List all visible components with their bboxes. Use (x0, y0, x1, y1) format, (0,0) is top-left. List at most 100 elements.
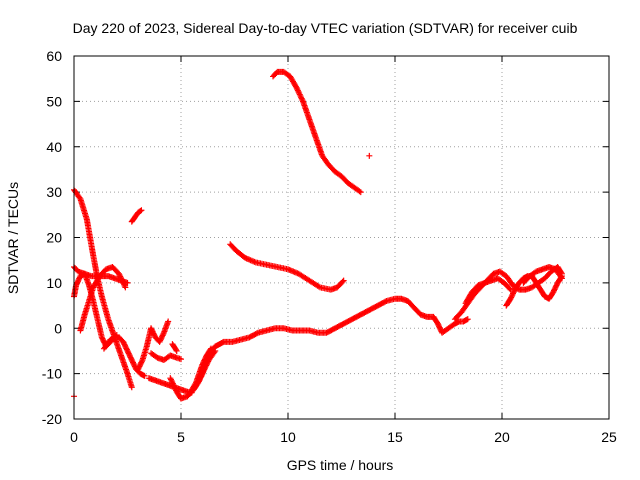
data-point (169, 379, 176, 386)
data-point (138, 207, 145, 214)
grid (74, 56, 609, 419)
data-point (339, 278, 346, 285)
data-point (141, 372, 148, 379)
data-point (298, 94, 305, 101)
data-point (201, 366, 208, 373)
data-point (357, 189, 364, 196)
data-point (168, 377, 175, 384)
data-point (382, 298, 389, 305)
data-point (192, 380, 199, 387)
data-point (120, 280, 127, 287)
series-arc-d (77, 263, 129, 334)
y-tick-label: -20 (42, 411, 62, 427)
data-point (198, 371, 205, 378)
data-point (340, 277, 347, 284)
data-point (167, 376, 174, 383)
data-point (160, 331, 167, 338)
data-point (178, 356, 184, 363)
series-arc-e (100, 332, 120, 352)
data-points (71, 68, 565, 402)
data-point (558, 275, 565, 282)
x-axis-label: GPS time / hours (287, 457, 394, 473)
data-point (207, 346, 214, 353)
data-point (296, 90, 303, 97)
y-tick-label: 50 (46, 93, 62, 109)
y-tick-label: 30 (46, 184, 62, 200)
data-point (113, 332, 120, 339)
data-point (167, 375, 174, 382)
data-point (172, 386, 179, 393)
series-arc-k (167, 295, 471, 402)
data-point (366, 152, 373, 159)
data-point (211, 349, 218, 356)
data-point (121, 283, 128, 290)
data-point (296, 91, 303, 98)
data-point (294, 87, 301, 94)
data-point (171, 384, 178, 391)
plot-border (73, 55, 610, 420)
series-arc-l (186, 345, 214, 398)
data-point (76, 194, 83, 201)
data-point (118, 276, 125, 283)
data-point (122, 284, 129, 291)
data-point (293, 84, 300, 91)
series-arc-q (520, 263, 565, 286)
x-tick-label: 0 (70, 429, 78, 445)
data-point (207, 345, 214, 352)
data-point (299, 97, 306, 104)
data-point (119, 278, 126, 285)
data-point (121, 281, 128, 288)
data-point (173, 346, 180, 353)
data-point (356, 188, 363, 195)
data-point (119, 277, 126, 284)
series-arc-r (227, 241, 347, 293)
series-arc-s (270, 68, 364, 196)
series-arc-f (128, 207, 145, 225)
data-point (128, 384, 135, 391)
data-point (199, 370, 206, 377)
data-point (200, 369, 207, 376)
x-tick-label: 5 (177, 429, 185, 445)
data-point (212, 347, 219, 354)
y-tick-label: 0 (54, 320, 62, 336)
x-tick-label: 20 (494, 429, 510, 445)
data-point (297, 92, 304, 99)
data-point (292, 83, 299, 90)
y-tick-label: -10 (42, 366, 62, 382)
data-point (137, 208, 144, 215)
y-tick-label: 20 (46, 230, 62, 246)
data-point (204, 359, 211, 366)
data-point (200, 367, 207, 374)
data-point (171, 383, 178, 390)
chart-title: Day 220 of 2023, Sidereal Day-to-day VTE… (73, 20, 578, 36)
data-point (253, 330, 260, 337)
y-tick-label: 60 (46, 48, 62, 64)
data-point (464, 316, 471, 323)
x-tick-label: 25 (601, 429, 617, 445)
series-arc-i (169, 341, 180, 354)
data-point (169, 380, 176, 387)
data-point (170, 381, 177, 388)
data-point (315, 283, 322, 290)
series-arc-h (148, 350, 184, 364)
x-tick-label: 10 (280, 429, 296, 445)
data-point (112, 332, 119, 339)
data-point (117, 273, 124, 280)
data-point (506, 285, 513, 292)
data-point (115, 270, 122, 277)
series-arc-a (71, 186, 135, 391)
y-axis-ticks: -20 -10 0 10 20 30 40 50 60 (42, 48, 609, 427)
data-point (201, 365, 208, 372)
data-point (295, 88, 302, 95)
data-point (165, 318, 172, 325)
data-point (202, 363, 209, 370)
data-point (138, 358, 145, 365)
data-point (294, 86, 301, 93)
y-axis-label: SDTVAR / TECUs (5, 182, 21, 294)
data-point (558, 274, 565, 281)
x-axis-ticks: 0 5 10 15 20 25 (70, 56, 617, 445)
data-point (203, 362, 210, 369)
series-arc-g (135, 318, 172, 373)
series-arc-p (503, 273, 565, 309)
